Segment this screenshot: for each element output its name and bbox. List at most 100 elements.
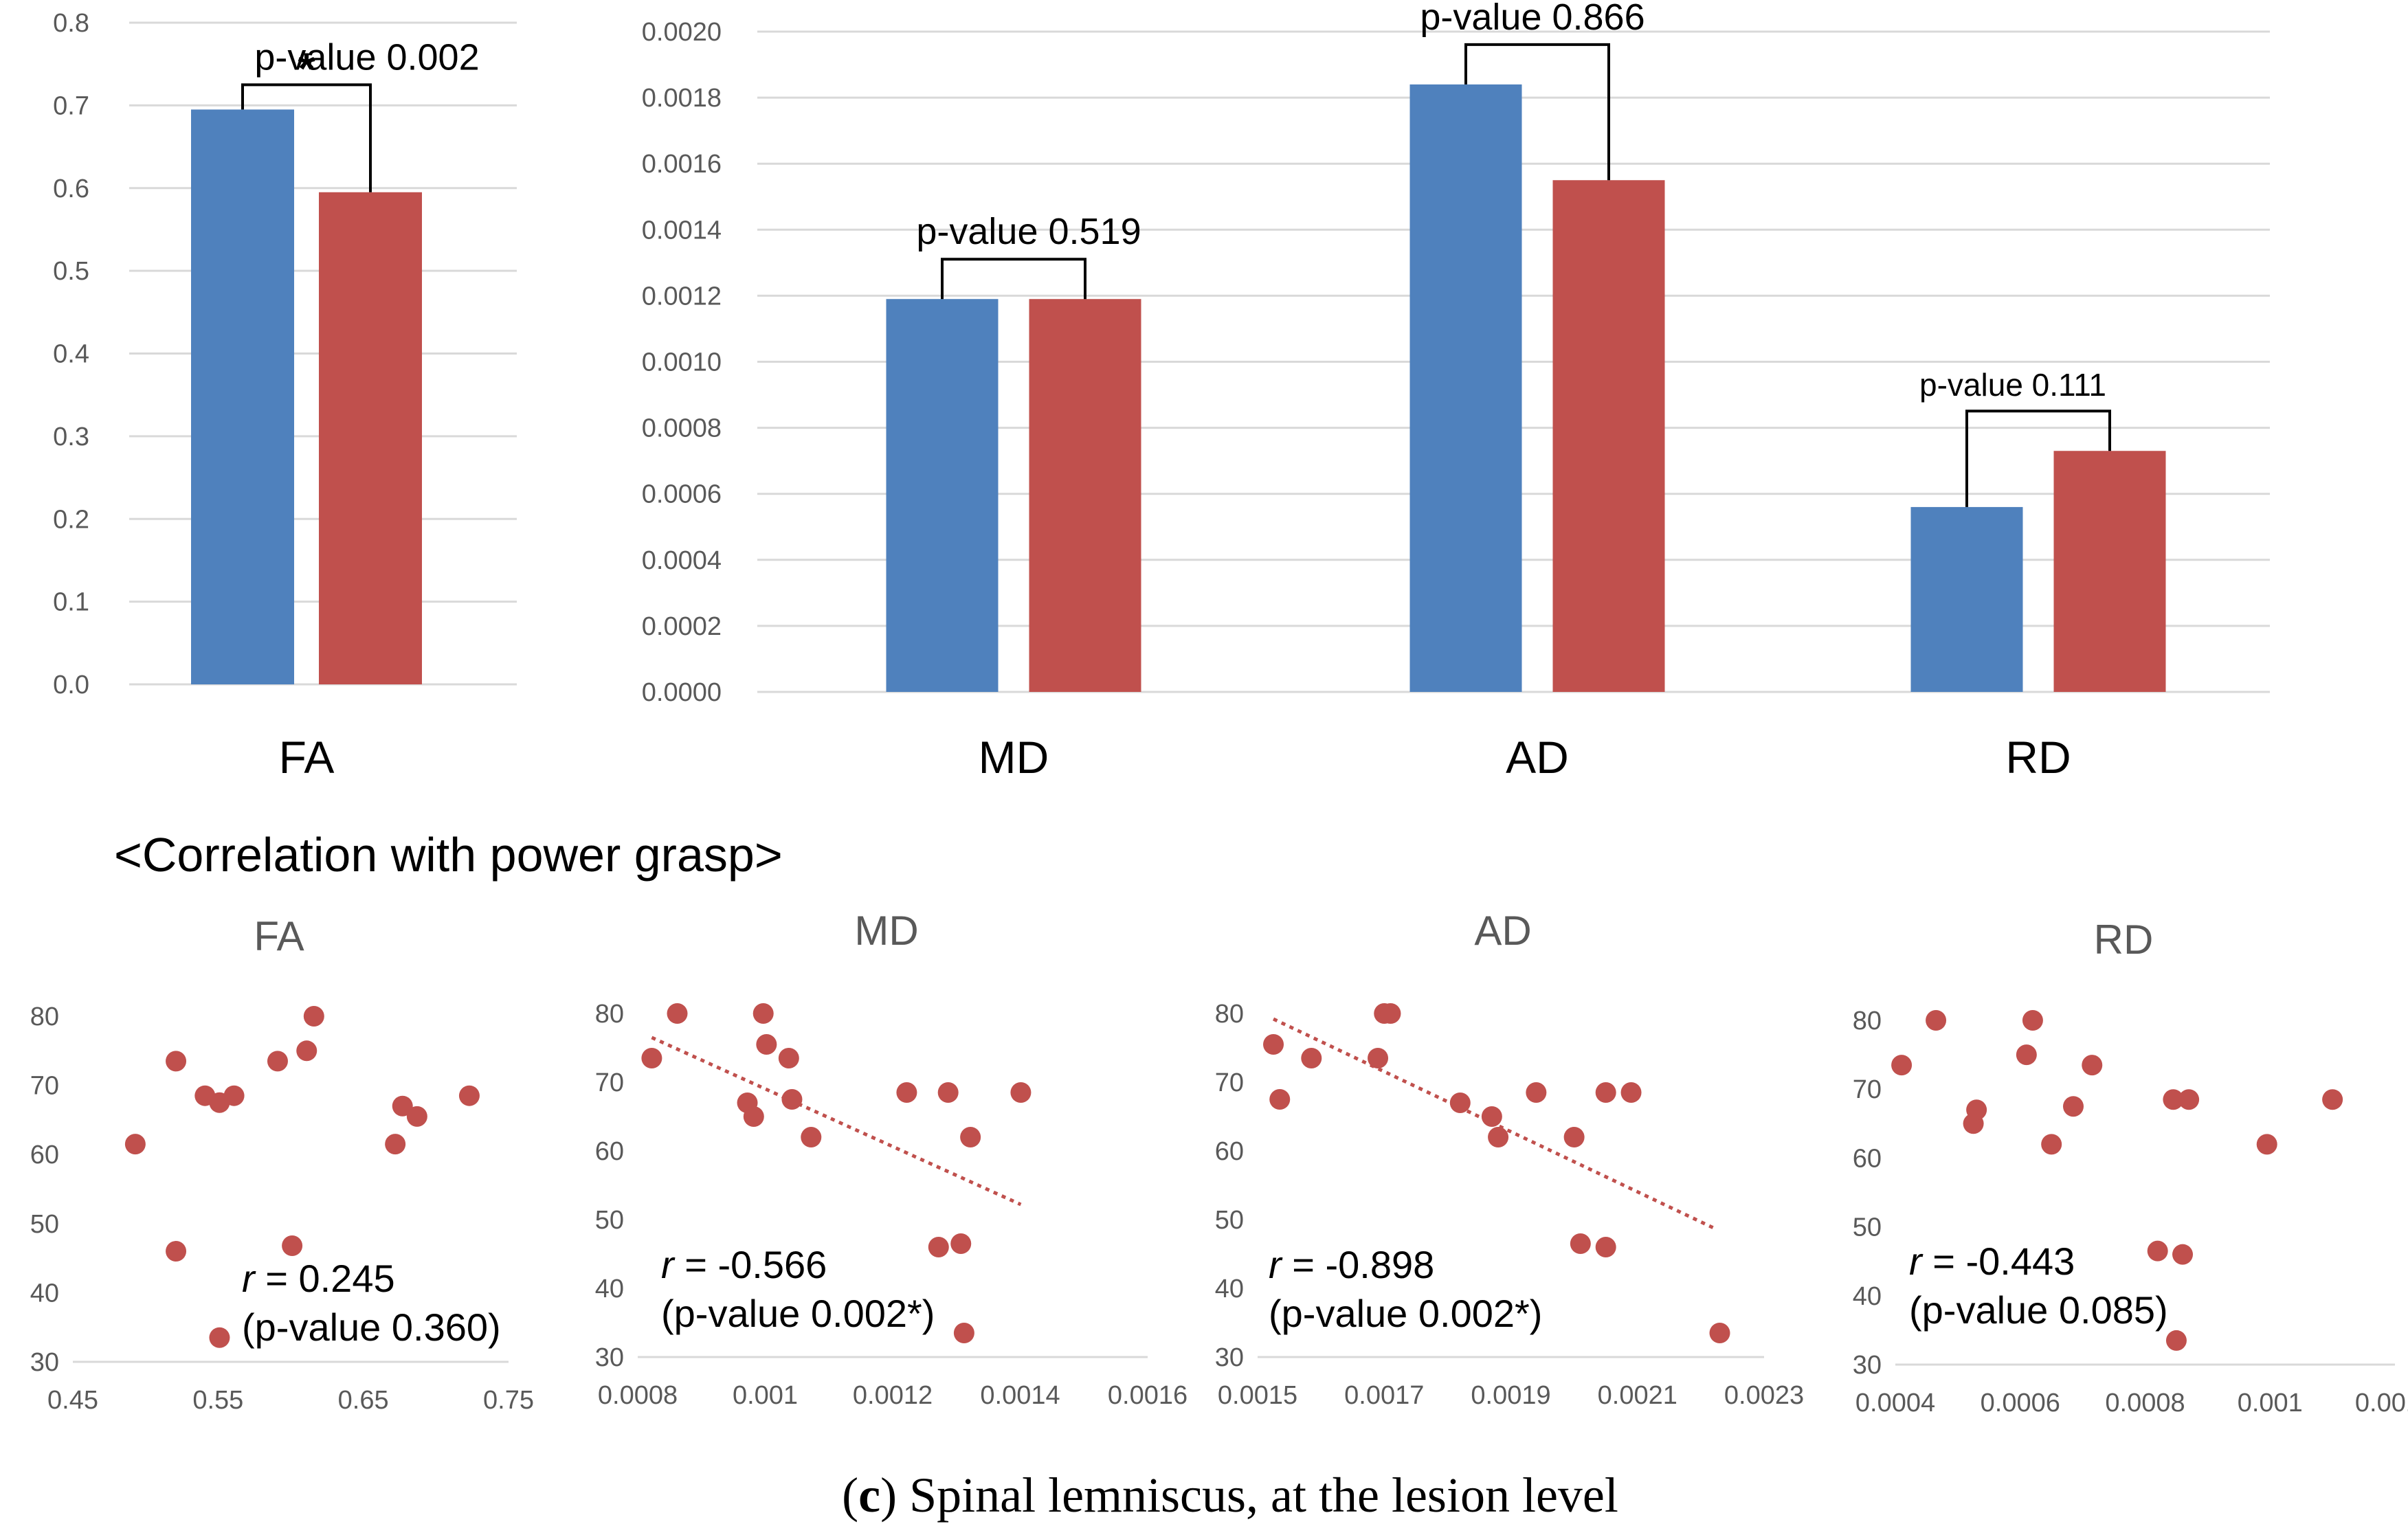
data-point bbox=[124, 1134, 146, 1155]
data-point bbox=[2062, 1096, 2084, 1117]
x-tick-label: 0.75 bbox=[483, 1386, 534, 1415]
data-point bbox=[1926, 1010, 1947, 1031]
y-tick-label: 80 bbox=[1853, 1007, 1882, 1035]
p-value-label: p-value 0.519 bbox=[916, 211, 1141, 252]
y-tick-label: 60 bbox=[1215, 1137, 1244, 1166]
bar-ad-group-2 bbox=[1552, 180, 1665, 693]
x-tick-label: 0.45 bbox=[47, 1386, 98, 1415]
correlation-r-text: r = -0.443 bbox=[1909, 1240, 2075, 1283]
y-tick-label: 60 bbox=[30, 1141, 59, 1169]
y-tick-label: 0.5 bbox=[53, 257, 89, 286]
y-tick-label: 0.7 bbox=[53, 91, 89, 120]
r-symbol: r bbox=[1269, 1243, 1283, 1286]
x-tick-label: 0.0023 bbox=[1724, 1381, 1804, 1410]
data-point bbox=[1966, 1099, 1987, 1121]
data-point bbox=[2041, 1134, 2062, 1155]
caption-text: Spinal lemniscus, at the lesion level bbox=[909, 1468, 1618, 1523]
y-tick-label: 0.0016 bbox=[642, 150, 722, 179]
x-tick-label: 0.0014 bbox=[980, 1381, 1060, 1410]
data-point bbox=[950, 1233, 972, 1254]
data-point bbox=[2016, 1044, 2037, 1066]
bar-rd-group-1 bbox=[1910, 506, 2023, 692]
x-tick-label: 0.65 bbox=[338, 1386, 389, 1415]
data-point bbox=[756, 1034, 777, 1055]
y-tick-label: 70 bbox=[595, 1068, 624, 1097]
x-tick-label: 0.001 bbox=[2238, 1389, 2303, 1418]
y-tick-label: 0.0006 bbox=[642, 480, 722, 509]
data-point bbox=[667, 1003, 688, 1024]
y-tick-label: 40 bbox=[1853, 1282, 1882, 1311]
data-point bbox=[392, 1095, 413, 1117]
data-point bbox=[778, 1048, 799, 1068]
x-tick-label: 0.0016 bbox=[1108, 1381, 1188, 1410]
y-tick-label: 0.1 bbox=[53, 588, 89, 617]
x-tick-label: 0.0021 bbox=[1598, 1381, 1677, 1410]
y-tick-label: 70 bbox=[1215, 1068, 1244, 1097]
scatter-title: AD bbox=[1474, 908, 1531, 954]
correlation-p-value: (p-value 0.002*) bbox=[1269, 1292, 1542, 1335]
data-point bbox=[2322, 1089, 2343, 1110]
y-tick-label: 0.0010 bbox=[642, 348, 722, 377]
data-point bbox=[641, 1048, 662, 1068]
y-tick-label: 70 bbox=[1853, 1075, 1882, 1104]
y-tick-label: 50 bbox=[30, 1210, 59, 1239]
data-point bbox=[1709, 1323, 1730, 1343]
y-tick-label: 0.0012 bbox=[642, 282, 722, 311]
y-tick-label: 80 bbox=[595, 1000, 624, 1029]
y-tick-label: 0.0008 bbox=[642, 414, 722, 443]
data-point bbox=[953, 1323, 974, 1343]
x-tick-label: 0.0019 bbox=[1471, 1381, 1550, 1410]
scatter-title: FA bbox=[254, 913, 304, 959]
bar-md-group-2 bbox=[1029, 299, 1141, 693]
p-value-label: p-value 0.111 bbox=[1919, 367, 2106, 403]
ad-scatter-chart: AD 30 40 50 60 70 80 0.0015 0.0017 0.0019 0.0021 0.… bbox=[1215, 908, 1804, 1410]
y-tick-label: 0.0000 bbox=[642, 678, 722, 707]
y-tick-label: 50 bbox=[1853, 1213, 1882, 1242]
correlation-p-value: (p-value 0.085) bbox=[1909, 1288, 2168, 1332]
fa-scatter-chart: FA 30 40 50 60 70 80 0.45 0.55 0.65 0.75 r = 0.245 (… bbox=[30, 913, 534, 1415]
y-tick-label: 0.0014 bbox=[642, 216, 722, 245]
data-point bbox=[743, 1106, 764, 1127]
y-tick-label: 40 bbox=[30, 1279, 59, 1308]
data-point bbox=[1595, 1237, 1616, 1257]
data-point bbox=[1570, 1233, 1591, 1254]
y-tick-label: 0.0020 bbox=[642, 18, 722, 47]
y-tick-label: 0.3 bbox=[53, 423, 89, 451]
data-point bbox=[223, 1085, 245, 1106]
y-tick-label: 50 bbox=[1215, 1206, 1244, 1235]
bar-fa-group-1 bbox=[191, 109, 294, 685]
data-point bbox=[2163, 1089, 2184, 1110]
significance-star: * bbox=[298, 43, 315, 93]
significance-bracket bbox=[1464, 43, 1610, 181]
data-point bbox=[1481, 1106, 1502, 1127]
diffusivity-bar-chart: 0.0000 0.0002 0.0004 0.0006 0.0008 0.0010 0.00… bbox=[642, 0, 2270, 783]
caption-open-paren: ( bbox=[842, 1468, 858, 1523]
y-tick-label: 40 bbox=[595, 1275, 624, 1303]
x-tick-label: 0.0008 bbox=[598, 1381, 678, 1410]
data-point bbox=[2082, 1055, 2103, 1076]
r-value: = -0.443 bbox=[1922, 1240, 2075, 1283]
significance-bracket bbox=[941, 258, 1086, 300]
data-point bbox=[1010, 1082, 1032, 1103]
x-tick-label: 0.0012 bbox=[853, 1381, 933, 1410]
data-point bbox=[1620, 1082, 1642, 1103]
correlation-r-text: r = -0.566 bbox=[661, 1243, 827, 1286]
data-point bbox=[1449, 1093, 1471, 1113]
data-point bbox=[2022, 1010, 2043, 1031]
data-point bbox=[1263, 1034, 1284, 1055]
r-value: = -0.566 bbox=[674, 1243, 827, 1286]
y-tick-label: 80 bbox=[30, 1002, 59, 1031]
y-tick-label: 70 bbox=[30, 1072, 59, 1101]
y-tick-label: 80 bbox=[1215, 1000, 1244, 1029]
data-point bbox=[166, 1051, 187, 1072]
data-point bbox=[1269, 1089, 1291, 1110]
y-tick-label: 0.2 bbox=[53, 505, 89, 534]
correlation-r-text: r = 0.245 bbox=[242, 1257, 395, 1300]
data-point bbox=[1526, 1082, 1547, 1103]
section-title: <Correlation with power grasp> bbox=[114, 828, 783, 882]
y-tick-label: 60 bbox=[595, 1137, 624, 1166]
data-point bbox=[267, 1051, 288, 1072]
y-tick-label: 30 bbox=[1853, 1351, 1882, 1380]
data-point bbox=[781, 1089, 803, 1110]
